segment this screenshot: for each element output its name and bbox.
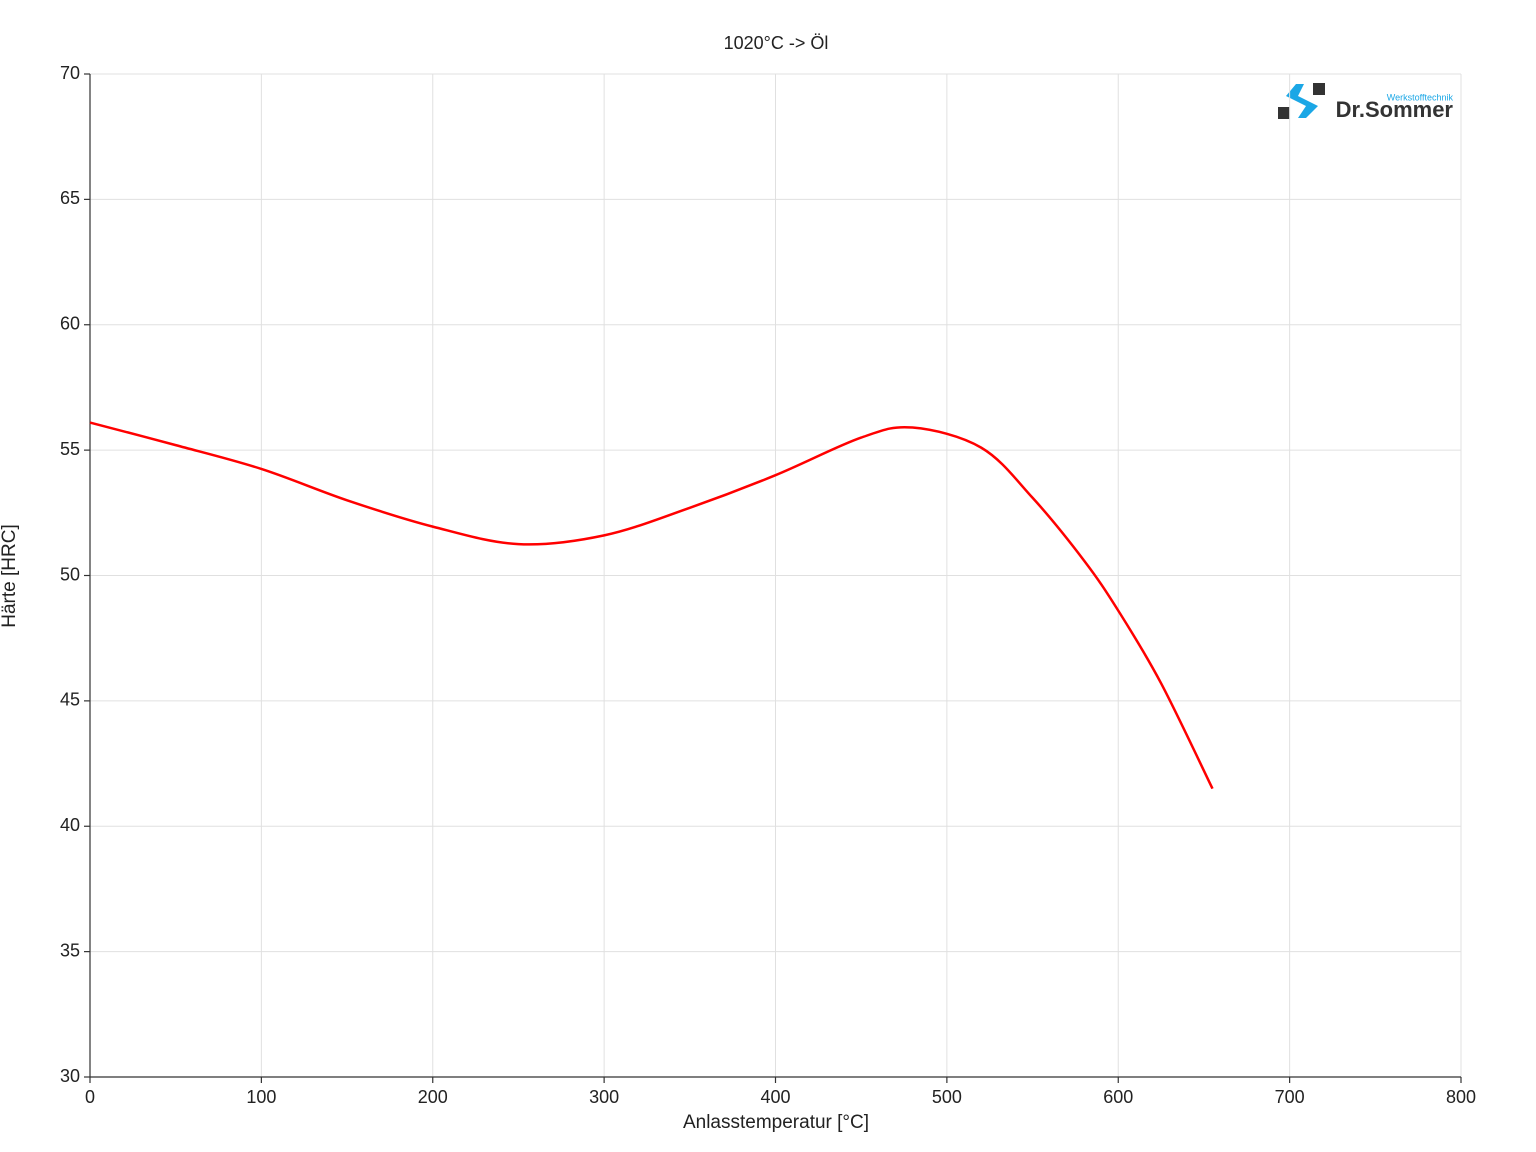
y-tick-label: 35 xyxy=(60,940,80,960)
x-tick-label: 400 xyxy=(760,1087,790,1107)
x-tick-label: 500 xyxy=(932,1087,962,1107)
x-tick-label: 100 xyxy=(246,1087,276,1107)
y-axis-label: Härte [HRC] xyxy=(0,524,20,627)
logo-square xyxy=(1313,83,1325,95)
y-tick-label: 40 xyxy=(60,815,80,835)
logo-brand: Dr.Sommer xyxy=(1336,97,1454,122)
y-tick-label: 70 xyxy=(60,63,80,83)
y-tick-label: 65 xyxy=(60,188,80,208)
y-tick-label: 50 xyxy=(60,564,80,584)
chart-title: 1020°C -> Öl xyxy=(724,33,829,53)
x-tick-label: 200 xyxy=(418,1087,448,1107)
x-tick-label: 0 xyxy=(85,1087,95,1107)
logo-square xyxy=(1278,107,1290,119)
line-series xyxy=(89,421,1214,790)
x-tick-label: 700 xyxy=(1275,1087,1305,1107)
y-tick-label: 60 xyxy=(60,314,80,334)
x-tick-label: 300 xyxy=(589,1087,619,1107)
y-tick-label: 45 xyxy=(60,690,80,710)
x-axis-label: Anlasstemperatur [°C] xyxy=(683,1112,869,1133)
x-tick-label: 800 xyxy=(1446,1087,1476,1107)
logo: Werkstofftechnik Dr.Sommer xyxy=(1278,83,1453,122)
x-tick-label: 600 xyxy=(1103,1087,1133,1107)
y-tick-label: 55 xyxy=(60,439,80,459)
y-tick-label: 30 xyxy=(60,1066,80,1086)
logo-mark xyxy=(1286,84,1318,118)
logo-sub: Werkstofftechnik xyxy=(1387,92,1454,102)
